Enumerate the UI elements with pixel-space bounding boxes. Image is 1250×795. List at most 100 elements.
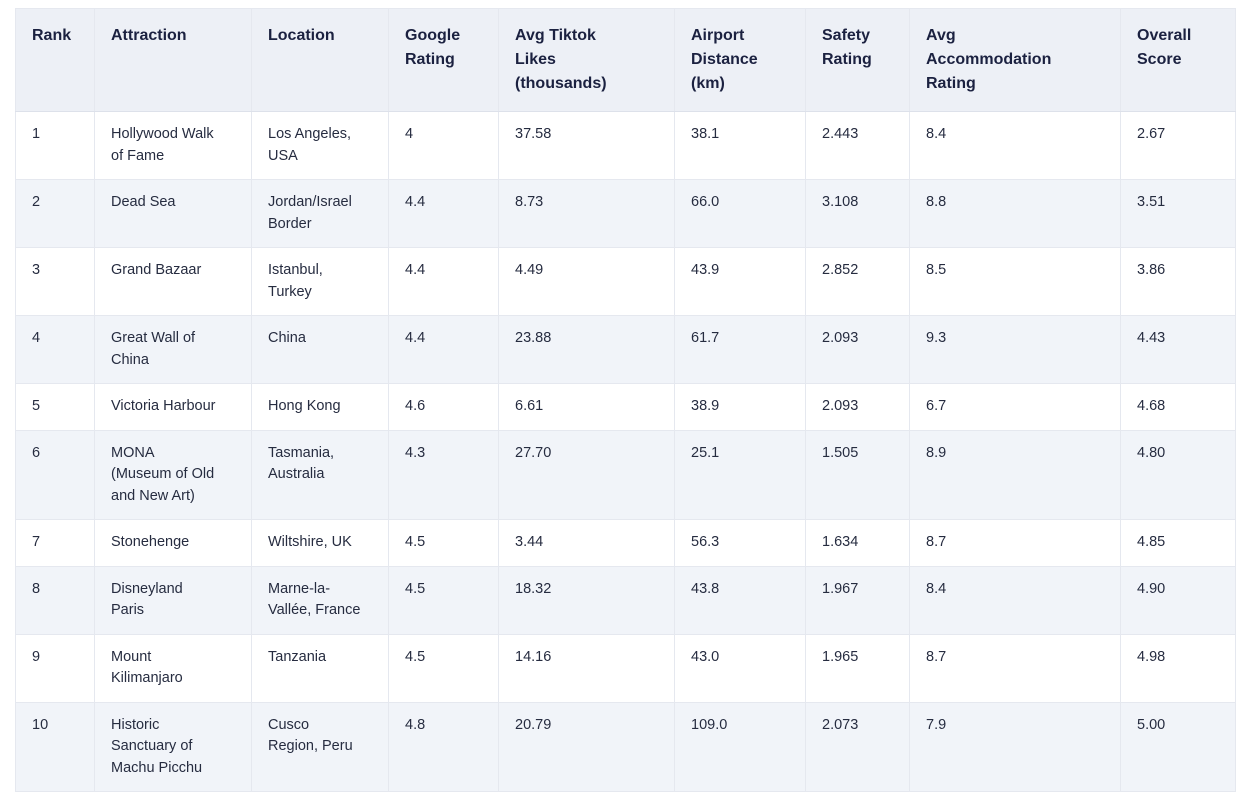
cell-google_rating: 4.5	[388, 519, 499, 567]
cell-avg_tiktok_likes: 14.16	[498, 633, 675, 703]
table-row: 4 Great Wall of China China 4.4 23.88 61.7 2.0…	[15, 315, 1236, 384]
column-header-label: Google Rating	[405, 27, 461, 68]
cell-avg_accommodation_rating: 8.7	[909, 633, 1121, 703]
column-header-safety_rating: Safety Rating	[805, 8, 910, 112]
column-header-avg_tiktok_likes: Avg Tiktok Likes (thousands)	[498, 8, 675, 112]
cell-overall_score: 4.80	[1120, 429, 1236, 520]
cell-location: Tasmania, Australia	[251, 429, 389, 520]
column-header-label: Overall Score	[1137, 27, 1192, 68]
cell-overall_score: 4.85	[1120, 519, 1236, 567]
cell-google_rating: 4.4	[388, 315, 499, 384]
cell-airport_distance: 25.1	[674, 429, 806, 520]
cell-google_rating: 4.3	[388, 429, 499, 520]
cell-location: Cusco Region, Peru	[251, 701, 389, 792]
cell-overall_score: 5.00	[1120, 701, 1236, 792]
cell-location: China	[251, 315, 389, 384]
cell-overall_score: 4.68	[1120, 383, 1236, 431]
cell-rank: 4	[15, 315, 95, 384]
column-header-overall_score: Overall Score	[1120, 8, 1236, 112]
cell-google_rating: 4.4	[388, 179, 499, 248]
column-header-avg_accommodation_rating: Avg Accommodation Rating	[909, 8, 1121, 112]
cell-google_rating: 4.5	[388, 565, 499, 635]
cell-google_rating: 4.4	[388, 247, 499, 316]
cell-attraction: Hollywood Walk of Fame	[94, 111, 252, 180]
cell-location: Tanzania	[251, 633, 389, 703]
cell-avg_tiktok_likes: 3.44	[498, 519, 675, 567]
cell-location: Wiltshire, UK	[251, 519, 389, 567]
cell-google_rating: 4.6	[388, 383, 499, 431]
table-row: 6 MONA (Museum of Old and New Art) Tasmani…	[15, 429, 1236, 520]
cell-avg_accommodation_rating: 8.4	[909, 565, 1121, 635]
cell-avg_tiktok_likes: 20.79	[498, 701, 675, 792]
cell-airport_distance: 43.8	[674, 565, 806, 635]
cell-safety_rating: 1.634	[805, 519, 910, 567]
cell-attraction: Disneyland Paris	[94, 565, 252, 635]
cell-airport_distance: 38.9	[674, 383, 806, 431]
cell-avg_accommodation_rating: 8.5	[909, 247, 1121, 316]
cell-safety_rating: 1.965	[805, 633, 910, 703]
cell-avg_accommodation_rating: 8.8	[909, 179, 1121, 248]
cell-attraction: Stonehenge	[94, 519, 252, 567]
cell-location: Jordan/Israel Border	[251, 179, 389, 248]
cell-airport_distance: 61.7	[674, 315, 806, 384]
cell-location: Los Angeles, USA	[251, 111, 389, 180]
cell-avg_tiktok_likes: 4.49	[498, 247, 675, 316]
table-row: 10 Historic Sanctuary of Machu Picchu Cusc…	[15, 701, 1236, 792]
table-row: 9 Mount Kilimanjaro Tanzania 4.5 14.16 43.0 1.…	[15, 633, 1236, 703]
cell-airport_distance: 66.0	[674, 179, 806, 248]
cell-attraction: Great Wall of China	[94, 315, 252, 384]
cell-rank: 6	[15, 429, 95, 520]
cell-safety_rating: 3.108	[805, 179, 910, 248]
cell-safety_rating: 2.073	[805, 701, 910, 792]
cell-attraction: Grand Bazaar	[94, 247, 252, 316]
cell-rank: 3	[15, 247, 95, 316]
column-header-label: Avg Accommodation Rating	[926, 27, 1052, 92]
column-header-label: Avg Tiktok Likes (thousands)	[515, 27, 607, 92]
cell-airport_distance: 43.0	[674, 633, 806, 703]
cell-overall_score: 4.43	[1120, 315, 1236, 384]
cell-attraction: Mount Kilimanjaro	[94, 633, 252, 703]
header-row: Rank Attraction Location Google Rating Avg T…	[15, 8, 1236, 112]
cell-safety_rating: 2.093	[805, 315, 910, 384]
cell-location: Marne-la-Vallée, France	[251, 565, 389, 635]
cell-avg_accommodation_rating: 9.3	[909, 315, 1121, 384]
cell-overall_score: 4.90	[1120, 565, 1236, 635]
column-header-label: Airport Distance (km)	[691, 27, 758, 92]
cell-safety_rating: 2.443	[805, 111, 910, 180]
cell-attraction: Historic Sanctuary of Machu Picchu	[94, 701, 252, 792]
cell-rank: 1	[15, 111, 95, 180]
column-header-google_rating: Google Rating	[388, 8, 499, 112]
table-header: Rank Attraction Location Google Rating Avg T…	[15, 8, 1236, 112]
cell-google_rating: 4	[388, 111, 499, 180]
table-row: 7 Stonehenge Wiltshire, UK 4.5 3.44 56.3 1.634…	[15, 519, 1236, 567]
cell-airport_distance: 109.0	[674, 701, 806, 792]
cell-avg_accommodation_rating: 8.9	[909, 429, 1121, 520]
column-header-location: Location	[251, 8, 389, 112]
column-header-airport_distance: Airport Distance (km)	[674, 8, 806, 112]
cell-location: Hong Kong	[251, 383, 389, 431]
table-row: 5 Victoria Harbour Hong Kong 4.6 6.61 38.9 2.0…	[15, 383, 1236, 431]
cell-avg_accommodation_rating: 6.7	[909, 383, 1121, 431]
table-row: 2 Dead Sea Jordan/Israel Border 4.4 8.73 66.0…	[15, 179, 1236, 248]
cell-rank: 2	[15, 179, 95, 248]
cell-rank: 5	[15, 383, 95, 431]
cell-rank: 7	[15, 519, 95, 567]
table-row: 3 Grand Bazaar Istanbul, Turkey 4.4 4.49 43.9…	[15, 247, 1236, 316]
cell-airport_distance: 38.1	[674, 111, 806, 180]
column-header-label: Location	[268, 27, 335, 44]
cell-safety_rating: 1.505	[805, 429, 910, 520]
column-header-rank: Rank	[15, 8, 95, 112]
cell-airport_distance: 56.3	[674, 519, 806, 567]
cell-overall_score: 3.86	[1120, 247, 1236, 316]
cell-avg_tiktok_likes: 6.61	[498, 383, 675, 431]
table-body: 1 Hollywood Walk of Fame Los Angeles, USA 4…	[15, 111, 1236, 792]
table-row: 8 Disneyland Paris Marne-la-Vallée, France…	[15, 565, 1236, 635]
cell-rank: 9	[15, 633, 95, 703]
cell-avg_tiktok_likes: 37.58	[498, 111, 675, 180]
column-header-label: Safety Rating	[822, 27, 872, 68]
cell-avg_tiktok_likes: 27.70	[498, 429, 675, 520]
cell-attraction: Dead Sea	[94, 179, 252, 248]
cell-google_rating: 4.8	[388, 701, 499, 792]
cell-avg_tiktok_likes: 8.73	[498, 179, 675, 248]
